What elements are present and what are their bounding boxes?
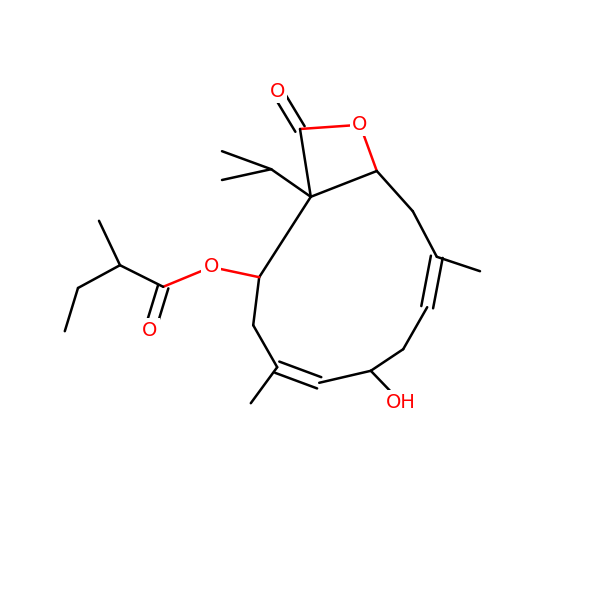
Text: O: O — [269, 82, 285, 101]
Text: O: O — [352, 115, 368, 134]
Text: O: O — [142, 320, 158, 340]
Text: OH: OH — [386, 392, 416, 412]
Text: O: O — [203, 257, 219, 277]
